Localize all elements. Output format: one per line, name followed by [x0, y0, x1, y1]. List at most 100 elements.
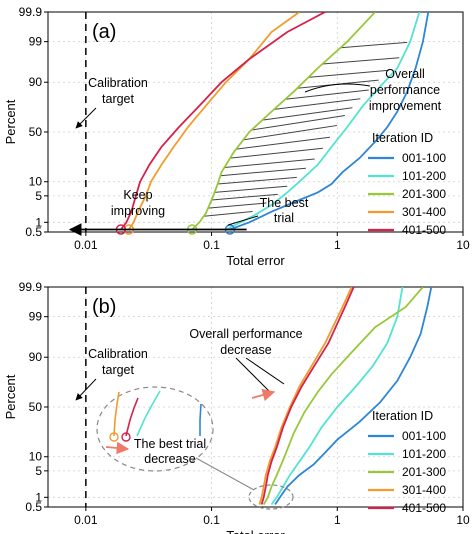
- annotation-best-leader: [227, 215, 259, 226]
- plot-frame: [47, 286, 464, 508]
- hatch-line: [322, 57, 400, 65]
- y-tick-label: 5: [35, 189, 42, 203]
- annotation-keep-line1: Keep: [123, 188, 152, 202]
- series-line-401-500: [120, 12, 326, 231]
- x-tick-label: 1: [334, 238, 341, 252]
- series-line-201-300: [191, 12, 376, 231]
- hatch-line: [230, 147, 323, 159]
- y-tick-label: 99: [29, 35, 43, 49]
- legend-label: 101-200: [402, 169, 446, 183]
- legend-label: 401-500: [402, 223, 446, 237]
- series-line-001-100: [274, 287, 433, 506]
- y-tick-label: 99.9: [19, 5, 43, 19]
- legend-label: 101-200: [402, 447, 446, 461]
- annotation-overall-line2: performance: [370, 83, 440, 97]
- y-tick-label: 90: [29, 75, 43, 89]
- y-tick-label: 0.5: [25, 500, 42, 514]
- series-line-201-300: [262, 287, 424, 505]
- annotation-overall-line1: Overall performance: [189, 327, 302, 341]
- inset-best-marker-401-500: [121, 432, 131, 442]
- legend-label: 401-500: [402, 501, 446, 515]
- legend-title: Iteration ID: [372, 409, 433, 423]
- y-axis-title: Percent: [3, 374, 18, 419]
- x-tick-label: 0.1: [203, 238, 220, 252]
- hatch-line: [236, 136, 330, 150]
- annotation-calibration-line1: Calibration: [88, 347, 148, 361]
- annotation-calibration-arrow: [75, 107, 97, 129]
- annotation-calibration-arrow: [75, 378, 97, 401]
- inset-line-001-100: [199, 403, 202, 436]
- plot-area: [258, 287, 433, 506]
- x-axis-title: Total error: [226, 253, 285, 268]
- y-tick-label: 99: [29, 310, 43, 324]
- inset-best-marker-301-400: [109, 432, 119, 442]
- hatch-line: [220, 167, 306, 177]
- annotation-keep-line2: improving: [111, 204, 165, 218]
- zoom-connector: [195, 457, 255, 491]
- annotation-best-decrease-line1: The best trial: [134, 437, 206, 451]
- y-tick-label: 50: [29, 125, 43, 139]
- x-tick-label: 0.01: [74, 513, 98, 527]
- inset-line-401-500: [125, 397, 139, 437]
- y-axis-title: Percent: [3, 99, 18, 144]
- x-tick-label: 10: [456, 238, 470, 252]
- plot-frame: [47, 11, 464, 233]
- plot-area: [120, 12, 430, 231]
- zoom-ellipse: [96, 386, 214, 472]
- hatch-line: [243, 124, 338, 141]
- annotation-calibration-line2: target: [102, 363, 134, 377]
- y-tick-label: 90: [29, 350, 43, 364]
- zoom-source-ellipse: [248, 484, 294, 510]
- hatch-line: [251, 115, 345, 131]
- hatch-line: [211, 193, 278, 201]
- legend-label: 301-400: [402, 483, 446, 497]
- y-tick-label: 0.5: [25, 225, 42, 239]
- x-tick-label: 1: [334, 513, 341, 527]
- legend-label: 201-300: [402, 187, 446, 201]
- hatch-line: [262, 107, 353, 121]
- series-line-101-200: [225, 12, 421, 231]
- hatch-line: [308, 69, 389, 78]
- legend-title: Iteration ID: [372, 131, 433, 145]
- hatch-line: [224, 158, 315, 169]
- y-tick-label: 5: [35, 464, 42, 478]
- panel-label: (a): [92, 21, 116, 43]
- y-tick-label: 10: [29, 450, 43, 464]
- hatch-line: [217, 176, 297, 185]
- annotation-overall-line2: decrease: [220, 343, 271, 357]
- annotation-best-line2: trial: [274, 211, 294, 225]
- inset-line-101-200: [136, 390, 161, 437]
- y-tick-label: 1: [35, 490, 42, 504]
- y-tick-label: 10: [29, 175, 43, 189]
- series-line-001-100: [229, 12, 430, 231]
- annotation-overall-leader1: [235, 357, 273, 395]
- legend-label: 301-400: [402, 205, 446, 219]
- x-tick-label: 10: [456, 513, 470, 527]
- annotation-overall-leader: [304, 83, 371, 93]
- annotation-overall-line1: Overall: [385, 67, 425, 81]
- inset-decrease-arrow: [105, 441, 130, 455]
- legend-label: 001-100: [402, 151, 446, 165]
- hatch-line: [340, 41, 408, 49]
- y-tick-label: 1: [35, 215, 42, 229]
- panel-label: (b): [92, 296, 116, 318]
- hatch-line: [274, 98, 361, 110]
- hatch-line: [285, 89, 369, 100]
- legend-label: 001-100: [402, 429, 446, 443]
- annotation-overall-leader2: [245, 357, 285, 385]
- inset-line-301-400: [113, 391, 120, 437]
- hatch-line: [203, 211, 253, 217]
- y-tick-label: 50: [29, 400, 43, 414]
- annotation-best-decrease-line2: decrease: [144, 452, 195, 466]
- series-line-401-500: [260, 287, 355, 505]
- annotation-decrease-arrow: [251, 388, 276, 402]
- series-line-301-400: [258, 287, 353, 505]
- legend-label: 201-300: [402, 465, 446, 479]
- annotation-calibration-line2: target: [102, 92, 134, 106]
- x-axis-title: Total error: [226, 528, 285, 534]
- y-tick-label: 99.9: [19, 280, 43, 294]
- hatch-line: [214, 185, 288, 193]
